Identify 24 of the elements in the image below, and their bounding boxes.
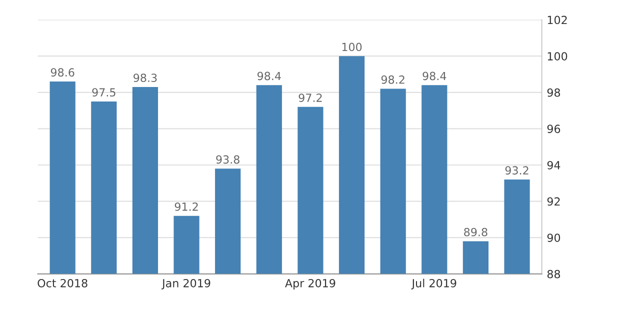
- x-tick-label: Jan 2019: [161, 278, 210, 290]
- data-label: 98.3: [134, 74, 157, 82]
- data-label: 91.2: [174, 202, 198, 211]
- data-label: 100: [342, 42, 362, 52]
- y-tick-label: 96: [547, 124, 560, 134]
- data-label: 97.2: [298, 94, 322, 102]
- y-tick-label: 90: [547, 234, 560, 242]
- data-label: 89.8: [464, 228, 488, 236]
- data-label: 93.8: [216, 155, 240, 164]
- y-tick-label: 100: [548, 52, 568, 60]
- x-tick-label: Oct 2018: [38, 278, 88, 288]
- y-tick-label: 102: [548, 16, 567, 24]
- data-label: 98.4: [422, 72, 446, 80]
- data-label: 98.6: [50, 68, 74, 77]
- y-tick-label: 98: [547, 88, 560, 97]
- y-tick-label: 92: [547, 197, 560, 206]
- x-tick-label: Apr 2019: [285, 278, 336, 290]
- y-tick-label: 94: [547, 160, 560, 170]
- data-label: 93.2: [505, 166, 528, 175]
- x-tick-label: Jul 2019: [411, 278, 456, 290]
- data-label: 98.4: [257, 72, 281, 80]
- data-label: 98.2: [381, 75, 404, 84]
- data-label: 97.5: [92, 88, 116, 97]
- y-tick-label: 88: [547, 270, 560, 278]
